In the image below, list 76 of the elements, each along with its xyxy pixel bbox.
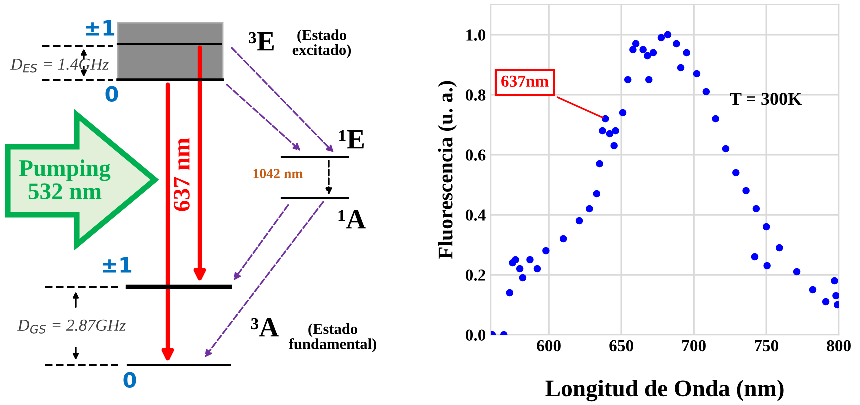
text: 0 <box>106 86 118 102</box>
x-axis-title: Longitud de Onda (nm) <box>546 380 784 402</box>
point <box>712 115 720 123</box>
point <box>512 256 520 264</box>
point <box>658 34 666 42</box>
text: 637 nm <box>174 138 190 212</box>
text: 0 <box>124 372 136 388</box>
point <box>619 109 627 117</box>
point <box>693 70 701 78</box>
point <box>606 130 614 138</box>
x-tick-label: 700 <box>682 340 706 352</box>
y-axis-title: Fluorescencia (u. a.) <box>438 81 458 260</box>
point <box>645 76 653 84</box>
x-tick-label: 750 <box>755 340 778 352</box>
point <box>624 76 632 84</box>
point <box>576 217 584 225</box>
point <box>742 187 750 195</box>
point <box>732 169 740 177</box>
text: ³E <box>249 32 274 51</box>
text: ¹E <box>340 130 364 149</box>
point <box>526 256 534 264</box>
point <box>832 292 840 300</box>
point <box>644 52 652 60</box>
text: (Estado fundamental) <box>288 324 376 352</box>
point <box>722 145 730 153</box>
text: ±1 <box>86 20 115 36</box>
text: Pumping 532 nm <box>19 160 111 200</box>
point <box>640 46 647 54</box>
point <box>764 262 771 270</box>
point <box>752 205 760 213</box>
point <box>586 205 594 213</box>
annotation: T = 300K <box>730 93 802 106</box>
x-tick-label: 800 <box>827 340 851 352</box>
point <box>542 247 550 255</box>
point <box>702 88 710 96</box>
annotation: 637nm <box>502 76 549 88</box>
y-tick-label: 0.0 <box>466 330 486 342</box>
text: D$_{GS}$ = 2.87GHz <box>18 320 126 334</box>
point <box>516 265 524 273</box>
text: D$_{ES}$ = 1.4GHz <box>10 58 109 73</box>
point <box>809 286 817 294</box>
point <box>610 142 618 150</box>
point <box>593 190 601 198</box>
point <box>506 289 514 297</box>
y-tick-label: 0.6 <box>466 150 486 161</box>
point <box>612 127 620 135</box>
point <box>602 115 610 123</box>
x-tick-label: 650 <box>610 340 634 352</box>
point <box>630 46 637 54</box>
text: ³A <box>251 318 279 337</box>
y-tick-label: 0.8 <box>466 90 486 101</box>
point <box>762 223 770 231</box>
point <box>599 127 606 135</box>
point <box>632 40 640 48</box>
point <box>683 49 690 57</box>
point <box>831 277 838 285</box>
point <box>534 265 542 273</box>
x-tick-label: 600 <box>537 340 561 352</box>
point <box>519 274 527 282</box>
point <box>822 298 830 306</box>
text: ±1 <box>103 258 132 273</box>
y-tick-label: 0.4 <box>466 210 486 222</box>
point <box>650 49 658 57</box>
point <box>673 40 680 48</box>
point <box>664 31 672 39</box>
y-tick-label: 0.2 <box>466 270 486 282</box>
text: 1042 nm <box>254 169 304 178</box>
text: (Estado excitado) <box>292 30 352 58</box>
point <box>596 160 604 168</box>
point <box>751 253 759 261</box>
point <box>793 268 801 276</box>
point <box>560 235 568 243</box>
point <box>776 244 784 252</box>
point <box>677 64 685 72</box>
text: ¹A <box>338 210 366 229</box>
y-tick-label: 1.0 <box>466 30 486 41</box>
